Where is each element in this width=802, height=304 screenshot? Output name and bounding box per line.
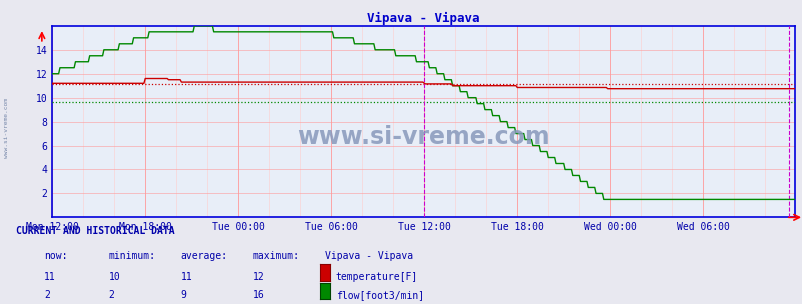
Text: www.si-vreme.com: www.si-vreme.com [4,98,9,158]
Text: temperature[F]: temperature[F] [335,272,417,282]
Text: 11: 11 [44,272,56,282]
Text: 11: 11 [180,272,192,282]
Text: 16: 16 [253,290,265,300]
Text: 10: 10 [108,272,120,282]
Title: Vipava - Vipava: Vipava - Vipava [367,12,480,25]
Text: 9: 9 [180,290,186,300]
Text: www.si-vreme.com: www.si-vreme.com [297,125,549,149]
Text: now:: now: [44,251,67,261]
Text: 2: 2 [44,290,50,300]
Text: flow[foot3/min]: flow[foot3/min] [335,290,423,300]
Text: Vipava - Vipava: Vipava - Vipava [325,251,413,261]
Text: 2: 2 [108,290,114,300]
Text: minimum:: minimum: [108,251,156,261]
Text: 12: 12 [253,272,265,282]
Text: CURRENT AND HISTORICAL DATA: CURRENT AND HISTORICAL DATA [16,226,175,237]
Text: maximum:: maximum: [253,251,300,261]
Text: average:: average: [180,251,228,261]
